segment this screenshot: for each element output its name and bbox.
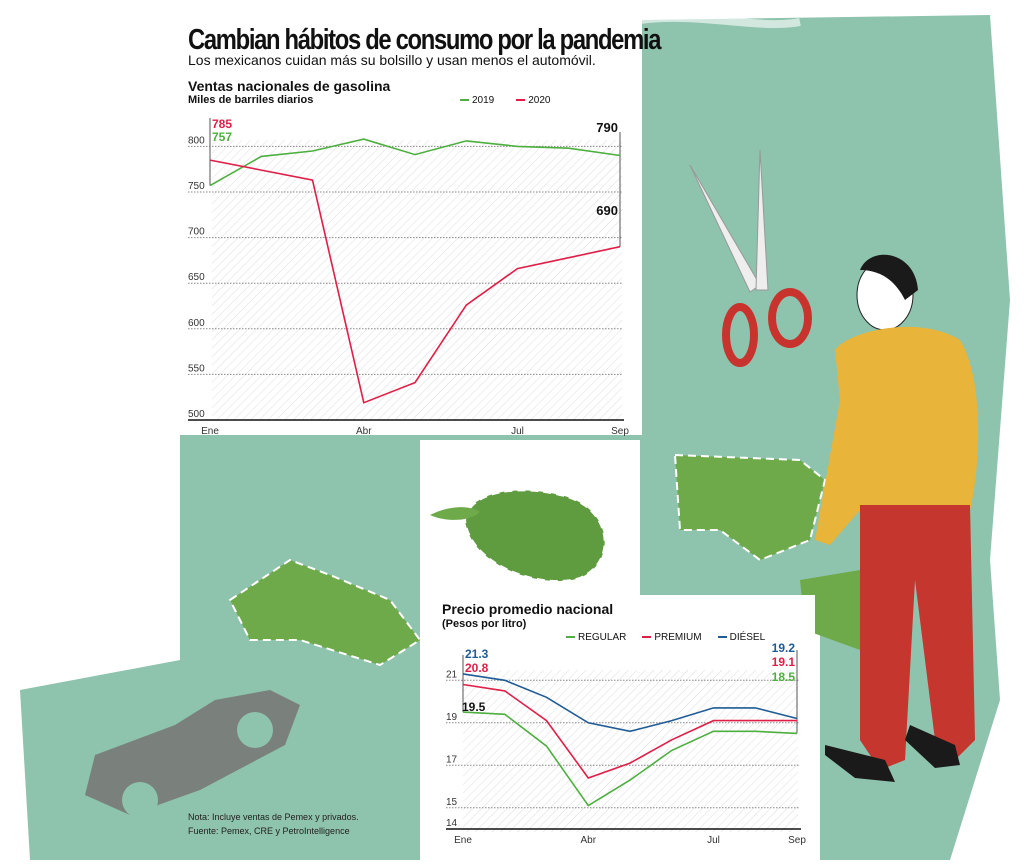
legend-label: REGULAR [578,632,627,643]
car-icon [85,690,300,818]
value-label: 19.2 [772,641,796,655]
source: Fuente: Pemex, CRE y PetroIntelligence [188,826,350,836]
legend-item-premium: PREMIUM [642,632,702,643]
y-tick-label: 600 [188,318,205,329]
series-line-regular [462,711,798,807]
x-tick-label: Sep [611,426,629,437]
legend-item-2020: 2020 [516,95,551,106]
y-tick-label: 650 [188,272,205,283]
legend-swatch [717,636,727,639]
y-tick-label: 15 [446,797,458,808]
x-tick-label: Ene [201,426,219,437]
y-tick-label: 21 [446,669,458,680]
y-tick-label: 17 [446,754,458,765]
legend-label: 2019 [472,95,495,106]
x-tick-label: Abr [356,426,372,437]
value-label: 18.5 [772,670,796,684]
chart2-legend: REGULAR PREMIUM DIÉSEL [566,632,765,643]
legend-swatch [642,636,652,639]
value-label: 19.5 [462,700,486,714]
scissors-icon [689,149,812,367]
man-illustration [800,254,979,782]
y-tick-label: 800 [188,135,205,146]
banknote-piece-icon [463,489,606,582]
series-line-diésel [462,673,798,733]
series-line-premium [462,683,797,779]
footnote: Nota: Incluye ventas de Pemex y privados… [188,812,359,822]
legend-label: 2020 [528,95,551,106]
y-tick-label: 750 [188,181,205,192]
legend-swatch [566,636,575,639]
x-tick-label: Jul [707,835,720,846]
y-tick-label: 19 [446,712,458,723]
legend-swatch [460,99,469,102]
value-label: 20.8 [465,661,489,675]
chart1-title: Ventas nacionales de gasolina [188,78,391,94]
value-label: 790 [596,120,618,135]
banknote-piece-icon [673,453,827,562]
legend-item-diesel: DIÉSEL [717,632,766,643]
chart1-ylabel: Miles de barriles diarios [188,94,314,106]
value-label: 785 [212,117,232,131]
page-subtitle: Los mexicanos cuidan más su bolsillo y u… [188,52,596,68]
legend-label: DIÉSEL [729,632,766,643]
value-label: 690 [596,203,618,218]
chart2-title: Precio promedio nacional [442,601,614,617]
page-title: Cambian hábitos de consumo por la pandem… [188,24,661,56]
x-tick-label: Jul [511,426,524,437]
legend-swatch [516,99,526,102]
x-tick-label: Abr [580,835,596,846]
banknote-piece-icon [228,558,422,667]
y-tick-label: 14 [446,818,458,829]
y-tick-label: 550 [188,363,205,374]
legend-item-regular: REGULAR [566,632,626,643]
legend-item-2019: 2019 [460,95,494,106]
x-tick-label: Sep [788,835,806,846]
value-label: 21.3 [465,647,489,661]
chart1-legend: 2019 2020 [460,95,551,106]
legend-label: PREMIUM [654,632,702,643]
value-label: 757 [212,130,232,144]
value-label: 19.1 [772,655,796,669]
y-tick-label: 700 [188,227,205,238]
x-tick-label: Ene [454,835,472,846]
y-tick-label: 500 [188,409,205,420]
chart2-ylabel: (Pesos por litro) [442,618,527,630]
